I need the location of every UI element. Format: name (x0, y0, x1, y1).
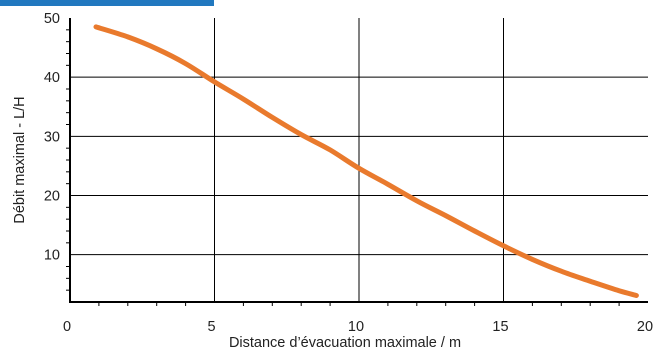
x-tick-label: 0 (63, 319, 71, 335)
y-tick-label: 50 (44, 11, 60, 27)
axes (69, 18, 648, 303)
y-tick-label: 40 (44, 70, 60, 86)
x-tick-label: 20 (637, 319, 653, 335)
data-point (270, 115, 275, 120)
data-point (443, 213, 448, 218)
data-point (559, 269, 564, 274)
data-point (634, 293, 639, 298)
x-tick-label: 15 (492, 319, 508, 335)
tick-labels: 0 5 10 15 20 10 20 30 40 50 (44, 11, 653, 335)
data-point (588, 279, 593, 284)
data-point (183, 61, 188, 66)
y-axis-title: Débit maximal - L/H (12, 96, 28, 223)
accent-bar (0, 0, 214, 6)
data-point (414, 198, 419, 203)
data-point (472, 229, 477, 234)
data-point (154, 46, 159, 51)
y-tick-label: 30 (44, 129, 60, 145)
series-layer (93, 24, 639, 298)
data-point (385, 182, 390, 187)
x-axis-title: Distance d’évacuation maximale / m (229, 335, 461, 351)
data-point (241, 97, 246, 102)
data-point (299, 132, 304, 137)
data-point (212, 79, 217, 84)
data-point (328, 147, 333, 152)
data-point (357, 166, 362, 171)
data-point (530, 257, 535, 262)
x-tick-label: 5 (207, 319, 215, 335)
y-tick-label: 20 (44, 189, 60, 205)
data-point (617, 288, 622, 293)
data-point (501, 243, 506, 248)
x-tick-label: 10 (348, 319, 364, 335)
grid (70, 18, 648, 302)
data-point (125, 34, 130, 39)
series-line (93, 24, 639, 298)
data-point (94, 24, 99, 29)
y-tick-label: 10 (44, 248, 60, 264)
minor-ticks (66, 29, 620, 306)
